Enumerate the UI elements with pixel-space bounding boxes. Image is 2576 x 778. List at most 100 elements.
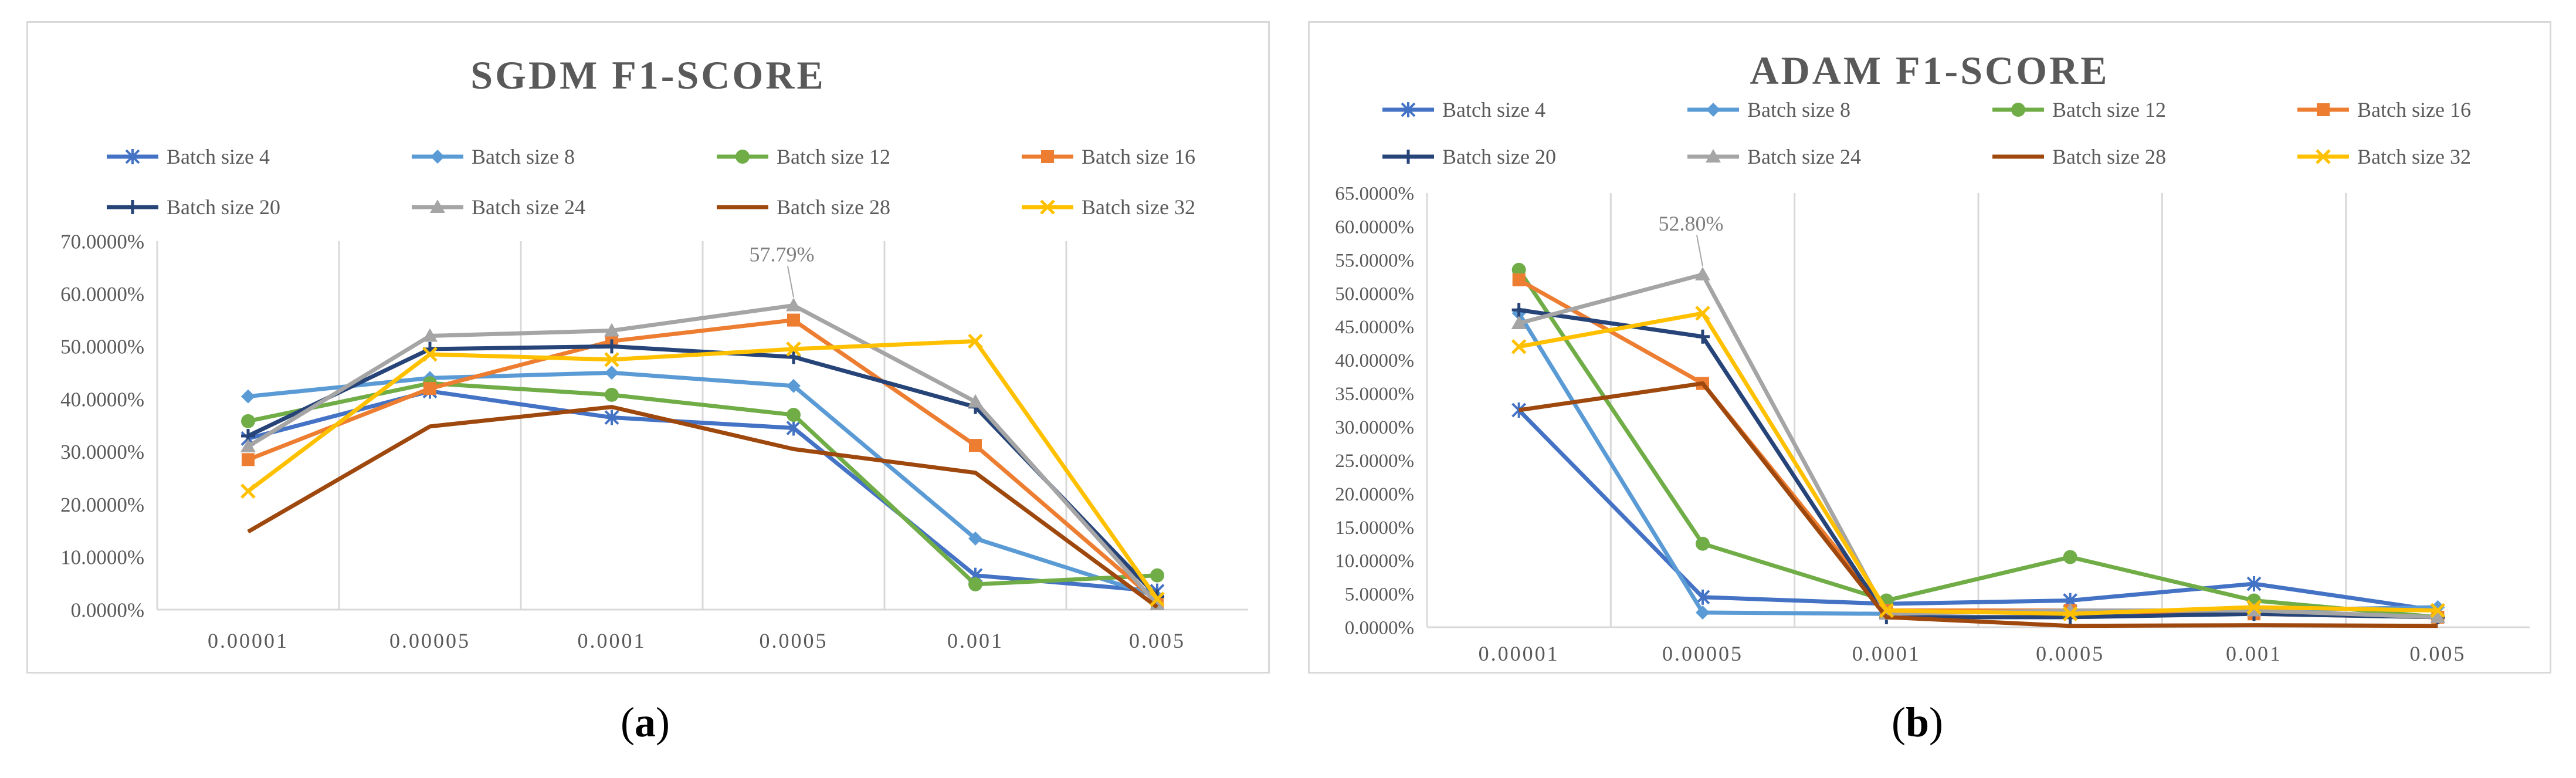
x-tick-label: 0.00001 [208,629,289,652]
legend-marker [431,150,445,164]
y-tick-label: 65.0000% [1335,184,1414,205]
legend-label: Batch size 8 [1747,98,1850,121]
caption-a: (a) [621,699,670,746]
x-tick-label: 0.005 [2409,642,2466,665]
data-point [968,577,982,591]
data-point [2246,600,2262,615]
annotation-leader [787,266,794,297]
legend-item-batch-size-28: Batch size 28 [714,191,1019,224]
legend-marker [1041,150,1054,163]
data-point [242,453,255,466]
legend: Batch size 4 Batch size 8 Batch size 12 Bat… [1380,93,2576,173]
legend-item-batch-size-16: Batch size 16 [1019,140,1324,173]
x-tick-label: 0.00001 [1479,642,1560,665]
x-tick-label: 0.00005 [389,629,470,652]
legend-swatch [1687,103,1739,117]
legend-item-batch-size-4: Batch size 4 [1380,93,1685,126]
legend-marker [125,149,140,164]
legend-item-batch-size-4: Batch size 4 [104,140,409,173]
series-batch-size-32 [240,333,1165,607]
data-point [2430,603,2446,618]
x-tick-label: 0.00005 [1662,642,1743,665]
legend-label: Batch size 12 [2052,98,2166,121]
y-tick-label: 20.0000% [60,493,144,516]
data-point [605,339,619,354]
legend-swatch [2297,149,2349,164]
legend-label: Batch size 28 [2052,145,2166,168]
data-point [787,408,801,422]
data-point [1150,591,1165,607]
series-batch-size-24 [240,297,1165,611]
legend-marker [2011,103,2025,117]
legend-swatch [107,149,158,164]
legend-swatch [717,205,768,209]
legend-item-batch-size-20: Batch size 20 [104,191,409,224]
data-point [968,531,982,546]
legend-marker [2317,103,2330,116]
y-tick-label: 40.0000% [1335,350,1414,371]
data-point [605,366,619,380]
data-point [1696,605,1710,620]
legend-item-batch-size-8: Batch size 8 [409,140,714,173]
data-point [605,387,619,402]
y-tick-label: 50.0000% [1335,283,1414,305]
y-tick-label: 35.0000% [1335,384,1414,405]
y-tick-label: 5.0000% [1345,584,1414,606]
legend-swatch [412,199,463,213]
y-tick-label: 30.0000% [60,441,144,464]
data-point [1511,316,1527,329]
data-point [969,439,982,452]
legend-swatch [1992,154,2044,159]
series-line [247,318,1159,604]
legend-marker [1040,199,1055,215]
y-tick-label: 45.0000% [1335,317,1414,338]
x-tick-label: 0.0005 [760,629,828,652]
data-point [1150,568,1164,583]
legend-swatch [1687,149,1739,163]
y-tick-label: 70.0000% [60,230,144,253]
legend-marker [2316,149,2331,164]
y-tick-label: 0.0000% [71,598,144,621]
legend-item-batch-size-28: Batch size 28 [1990,140,2295,173]
data-point [1695,306,1710,321]
legend-label: Batch size 16 [2357,98,2471,121]
series-line [246,339,1159,601]
annotation-label: 57.79% [750,243,815,266]
data-point [968,333,983,349]
legend-label: Batch size 8 [472,145,575,168]
data-point [968,394,983,408]
legend-marker [430,199,445,213]
data-point [787,378,801,393]
caption-b: (b) [1892,699,1944,746]
y-tick-label: 60.0000% [1335,217,1414,238]
series-line [247,303,1159,606]
legend-marker [1706,149,1721,163]
data-point [1696,536,1710,551]
legend-marker [126,200,140,214]
y-tick-label: 15.0000% [1335,517,1414,539]
legend-swatch [1022,199,1073,215]
adam-chart-panel: ADAM F1-SCORE Batch size 4 Batch size 8 Ba… [1308,21,2551,674]
plot-area: 0.0000% 5.0000% 10.0000% 15.0000% 20.0000% 25… [1335,184,2530,665]
sgdm-chart-panel: SGDM F1-SCORE Batch size 4 Batch size 8 Ba… [26,21,1270,674]
caption-letter: b [1905,699,1930,746]
legend-marker [735,150,750,164]
legend-marker [1401,150,1415,164]
data-point [1511,262,1526,277]
data-point [1879,603,1894,618]
legend-item-batch-size-32: Batch size 32 [1019,191,1324,224]
data-point [1695,266,1710,280]
annotation-leader [1696,235,1703,267]
data-point [604,352,619,367]
legend-label: Batch size 24 [1747,145,1861,168]
data-point [786,341,801,357]
legend-item-batch-size-24: Batch size 24 [1685,140,1990,173]
plot-area: 0.0000% 10.0000% 20.0000% 30.0000% 40.0000% 5… [60,230,1248,652]
legend-label: Batch size 28 [777,195,890,219]
series-line [248,370,1158,598]
legend-marker [1706,103,1720,117]
legend-item-batch-size-12: Batch size 12 [714,140,1019,173]
legend-swatch [717,150,768,164]
x-tick-label: 0.0001 [1852,642,1921,665]
y-tick-label: 10.0000% [60,546,144,569]
